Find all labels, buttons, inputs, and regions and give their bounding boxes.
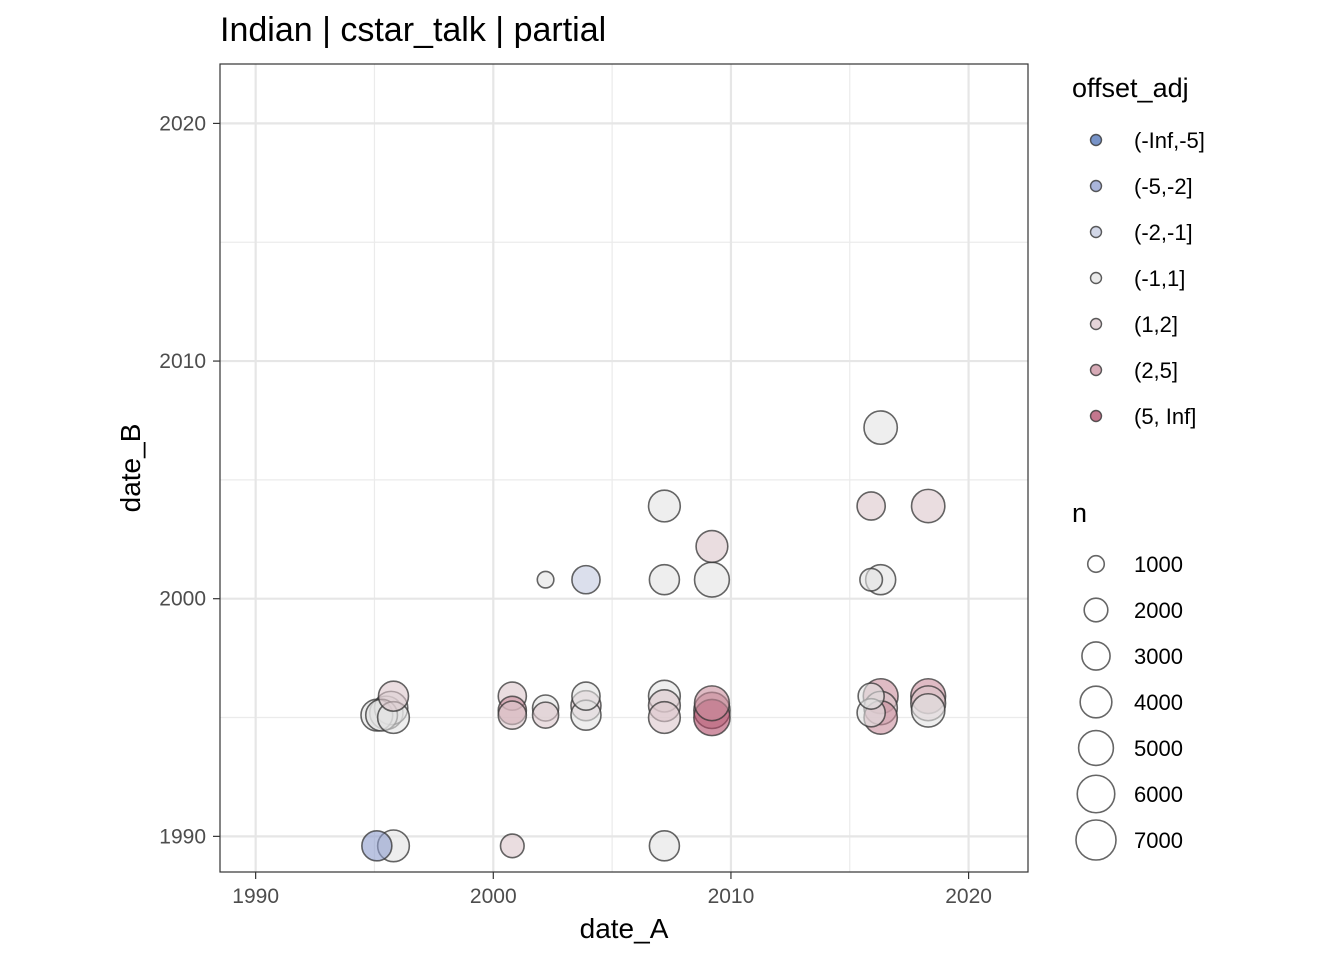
data-point	[695, 529, 729, 564]
y-tick-label: 1990	[159, 825, 206, 848]
size-legend-title: n	[1072, 498, 1087, 528]
y-tick-label: 2000	[159, 588, 206, 611]
data-point	[499, 833, 525, 859]
color-legend-key	[1089, 363, 1103, 377]
color-legend-key	[1089, 317, 1103, 331]
points-layer	[360, 410, 947, 863]
panel-border	[219, 63, 1029, 873]
x-tick-label: 2000	[470, 885, 517, 908]
color-legend-label: (-2,-1]	[1134, 220, 1193, 245]
color-legend-key	[1089, 133, 1103, 147]
size-legend-label: 3000	[1134, 644, 1183, 669]
data-point	[377, 680, 410, 712]
y-axis-title: date_B	[115, 424, 146, 513]
size-legend-key	[1081, 641, 1111, 671]
data-point	[648, 563, 681, 596]
color-legend-title: offset_adj	[1072, 73, 1189, 103]
color-legend-label: (2,5]	[1134, 358, 1178, 383]
panel-background	[220, 64, 1028, 872]
x-axis-title: date_A	[580, 913, 669, 944]
x-tick-label: 1990	[232, 885, 279, 908]
data-point	[571, 681, 601, 712]
color-legend: (-Inf,-5] (-5,-2] (-2,-1] (-1,1] (1,2] (2,5] (…	[1089, 128, 1205, 429]
color-legend-label: (-Inf,-5]	[1134, 128, 1205, 153]
data-point	[648, 830, 681, 862]
data-point	[647, 489, 682, 523]
data-point	[361, 830, 393, 862]
data-point	[857, 682, 885, 710]
size-legend: 1000 2000 3000 4000 5000 6000 7000	[1075, 552, 1183, 861]
data-point	[531, 701, 560, 729]
data-point	[910, 488, 946, 524]
x-tick-label: 2010	[708, 885, 755, 908]
color-legend-label: (1,2]	[1134, 312, 1178, 337]
size-legend-label: 2000	[1134, 598, 1183, 623]
size-legend-label: 4000	[1134, 690, 1183, 715]
data-point	[571, 564, 601, 595]
color-legend-label: (5, Inf]	[1134, 404, 1196, 429]
size-legend-key	[1076, 774, 1116, 814]
size-legend-label: 1000	[1134, 552, 1183, 577]
color-legend-key	[1089, 225, 1103, 239]
size-legend-key	[1079, 685, 1113, 719]
axis-layer: 1990 2000 2010 2020 1990 2000 2010 2020	[159, 112, 992, 908]
x-tick-label: 2020	[945, 885, 992, 908]
size-legend-key	[1086, 554, 1106, 574]
data-point	[536, 570, 555, 589]
data-point	[497, 700, 528, 731]
data-point	[693, 561, 731, 598]
chart-title: Indian | cstar_talk | partial	[220, 11, 606, 49]
data-point	[863, 410, 899, 446]
size-legend-key	[1077, 729, 1115, 767]
data-point	[693, 685, 731, 722]
size-legend-key	[1083, 597, 1109, 623]
size-legend-label: 6000	[1134, 782, 1183, 807]
data-point	[856, 491, 887, 521]
grid-layer	[220, 64, 1028, 872]
size-legend-label: 7000	[1134, 828, 1183, 853]
color-legend-label: (-5,-2]	[1134, 174, 1193, 199]
data-point	[910, 692, 946, 728]
data-point	[859, 567, 884, 592]
color-legend-key	[1089, 179, 1103, 193]
size-legend-label: 5000	[1134, 736, 1183, 761]
y-tick-label: 2020	[159, 112, 206, 135]
color-legend-key	[1089, 409, 1103, 423]
y-tick-label: 2010	[159, 350, 206, 373]
color-legend-label: (-1,1]	[1134, 266, 1185, 291]
data-point	[647, 700, 682, 735]
size-legend-key	[1075, 819, 1117, 861]
color-legend-key	[1089, 271, 1103, 285]
